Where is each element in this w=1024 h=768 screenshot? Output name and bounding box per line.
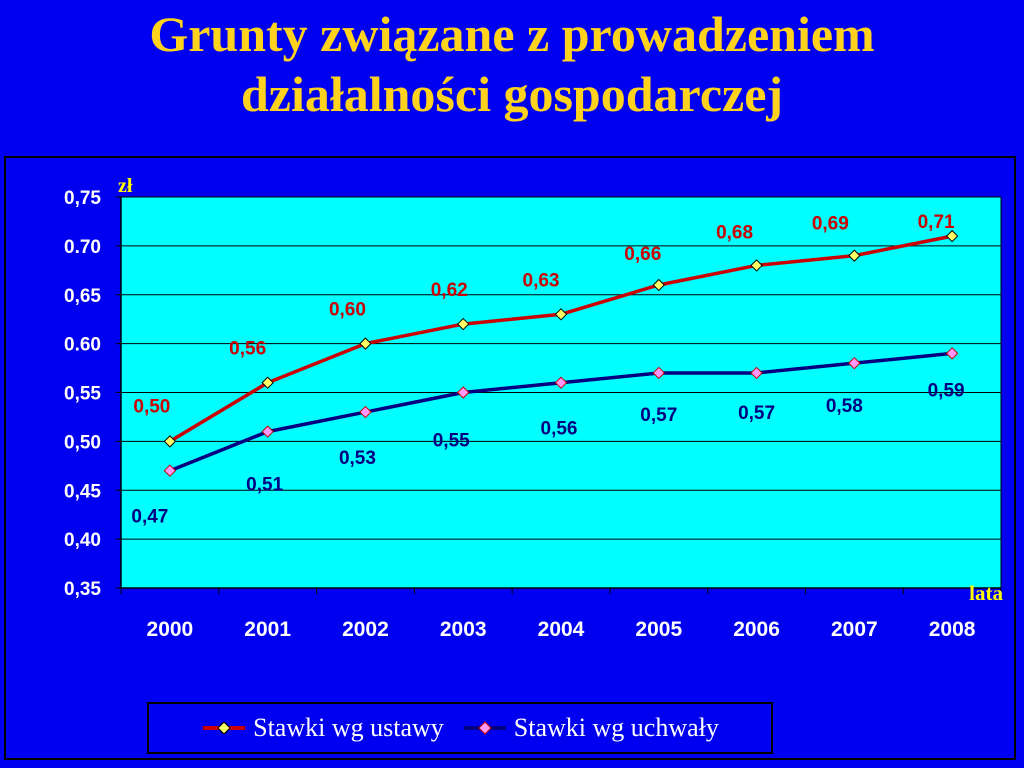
y-tick-label: 0.70: [64, 237, 101, 258]
data-label: 0,56: [541, 419, 578, 440]
data-label: 0,57: [738, 403, 775, 424]
x-tick-label: 2000: [147, 618, 194, 641]
data-point: [945, 347, 959, 360]
x-tick-label: 2004: [538, 618, 585, 641]
y-tick-label: 0,45: [64, 481, 101, 502]
data-label: 0,47: [131, 507, 168, 528]
x-tick-label: 2003: [440, 618, 487, 641]
data-point: [457, 386, 470, 399]
data-point: [554, 376, 568, 389]
data-label: 0,56: [229, 339, 266, 360]
legend: Stawki wg ustawy Stawki wg uchwały: [147, 702, 773, 754]
data-point: [750, 259, 763, 272]
data-point: [848, 249, 861, 262]
y-tick-label: 0,40: [64, 530, 101, 551]
y-tick-label: 0,50: [64, 432, 101, 453]
data-point: [457, 317, 470, 331]
data-label: 0,62: [431, 280, 468, 301]
data-label: 0,55: [433, 431, 470, 452]
data-label: 0,68: [716, 222, 753, 243]
data-point: [163, 435, 177, 448]
chart-title-line-2: działalności gospodarczej: [240, 66, 784, 122]
data-point: [359, 337, 372, 350]
data-label: 0,57: [640, 405, 677, 426]
data-label: 0,60: [329, 300, 366, 321]
chart-frame: [4, 156, 1016, 760]
data-label: 0,58: [826, 396, 863, 417]
legend-item-uchwaly: Stawki wg uchwały: [462, 713, 719, 743]
data-point: [261, 376, 274, 389]
chart-title-line-1: Grunty związane z prowadzeniem: [149, 6, 875, 62]
data-point: [945, 229, 959, 243]
legend-label-ustawy: Stawki wg ustawy: [253, 713, 444, 742]
grid-lines: [121, 196, 1001, 540]
data-label: 0,59: [928, 380, 965, 401]
chart-title: Grunty związane z prowadzeniem działalno…: [0, 4, 1024, 124]
data-label: 0,53: [339, 448, 376, 469]
data-label: 0,51: [246, 475, 283, 496]
data-point: [848, 356, 861, 370]
x-axis-label: lata: [969, 581, 1003, 605]
x-tick-label: 2001: [244, 618, 291, 641]
data-point: [652, 366, 665, 380]
data-label: 0,63: [523, 270, 560, 291]
legend-swatch-ustawy-icon: [203, 721, 246, 735]
x-tick-label: 2007: [831, 618, 878, 641]
data-point: [163, 464, 177, 477]
data-point: [750, 366, 763, 380]
legend-swatch-uchwaly-icon: [463, 721, 506, 735]
y-tick-label: 0,55: [64, 384, 101, 405]
data-label: 0,71: [918, 212, 955, 233]
data-point: [261, 425, 274, 438]
y-axis-label: zł: [118, 175, 133, 197]
data-point: [554, 308, 568, 321]
legend-item-ustawy: Stawki wg ustawy: [201, 713, 444, 743]
y-tick-label: 0,75: [64, 188, 101, 209]
x-tick-label: 2008: [929, 618, 976, 641]
series-lines: [163, 229, 959, 477]
data-label: 0,66: [624, 244, 661, 265]
x-tick-label: 2006: [733, 618, 780, 641]
data-label: 0,50: [133, 396, 170, 417]
x-tick-label: 2002: [342, 618, 389, 641]
data-point: [359, 405, 372, 419]
y-tick-label: 0,65: [64, 286, 101, 307]
data-point: [652, 278, 665, 292]
data-label: 0,69: [812, 214, 849, 235]
data-labels: 0,50 0,56 0,60 0,62 0,63 0,66 0,68 0,69 0,71 0,47…: [131, 212, 964, 528]
y-tick-label: 0.60: [64, 335, 101, 356]
x-tick-label: 2005: [635, 618, 682, 641]
y-tick-label: 0,35: [64, 579, 101, 600]
axes: 0,35 0,40 0,45 0,50 0,55 0.60 0,65 0.70 0,75 2000…: [64, 188, 1002, 641]
legend-label-uchwaly: Stawki wg uchwały: [513, 713, 719, 742]
